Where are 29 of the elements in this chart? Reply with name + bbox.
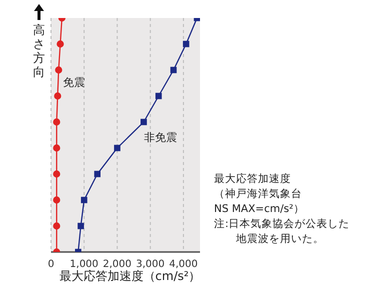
point	[182, 40, 190, 48]
series-label: 免震	[63, 75, 85, 90]
point	[53, 118, 60, 126]
point	[55, 66, 62, 74]
point	[53, 196, 60, 204]
point	[53, 222, 60, 230]
x-tick-label: 4,000	[169, 259, 198, 270]
x-tick-label: 1,000	[70, 259, 98, 270]
point	[54, 92, 62, 100]
series-label: 非免震	[144, 130, 177, 145]
text: NS MAX=cm/s²）	[214, 202, 306, 217]
x-tick-label: 0	[48, 259, 54, 270]
text: 最大応答加速度	[214, 172, 292, 187]
x-axis-title: 最大応答加速度（cm/s²）	[59, 269, 201, 283]
point	[170, 66, 177, 74]
point	[114, 144, 120, 152]
point	[140, 118, 147, 126]
x-tick-label: 2,000	[102, 259, 132, 270]
point	[94, 170, 101, 178]
point	[53, 144, 60, 152]
x-tick-label: 3,000	[136, 259, 165, 270]
point	[80, 196, 88, 204]
text: （神戸海洋気象台	[214, 187, 303, 202]
text: 注:日本気象協会が公表した地震波を用いた。	[214, 217, 351, 247]
point	[155, 92, 162, 100]
point	[56, 40, 64, 48]
point	[53, 170, 60, 178]
point	[78, 222, 84, 230]
y-axis-title: 高さ方向	[32, 23, 46, 79]
